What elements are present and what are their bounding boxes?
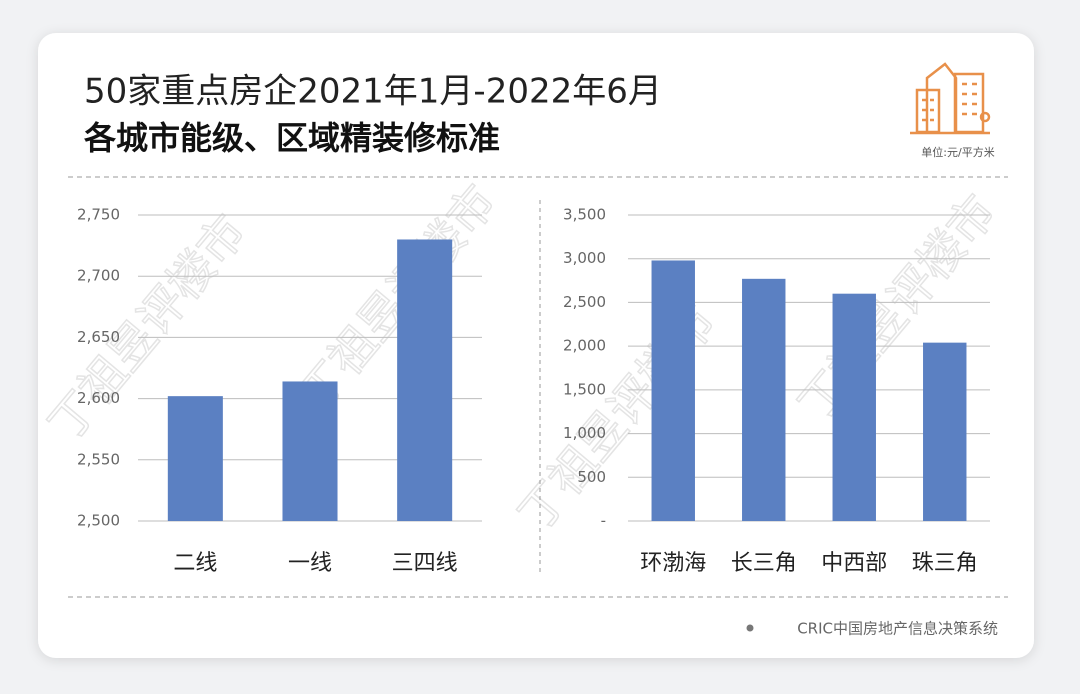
y-tick-label: 2,500: [563, 293, 606, 311]
y-tick-label: -: [601, 512, 606, 530]
x-tick-label: 二线: [173, 551, 217, 576]
x-tick-label: 珠三角: [912, 551, 978, 576]
source: CRIC中国房地产信息决策系统: [797, 620, 998, 638]
subtitle: 各城市能级、区域精装修标准: [84, 119, 500, 157]
x-tick-label: 环渤海: [640, 551, 706, 576]
unit-label: 单位:元/平方米: [921, 145, 994, 159]
title: 50家重点房企2021年1月-2022年6月: [84, 72, 662, 112]
building-icon: [910, 62, 991, 135]
x-tick-label: 中西部: [821, 551, 887, 576]
y-tick-label: 2,650: [77, 328, 120, 346]
bar: [832, 293, 876, 521]
y-tick-label: 2,700: [77, 267, 120, 285]
y-tick-label: 1,500: [563, 380, 606, 398]
x-tick-label: 长三角: [731, 551, 797, 576]
y-tick-label: 2,750: [77, 206, 120, 224]
bar: [397, 239, 453, 522]
x-tick-label: 三四线: [392, 551, 458, 576]
bar: [282, 381, 338, 521]
y-tick-label: 3,000: [563, 249, 606, 267]
bar: [651, 260, 695, 521]
y-tick-label: 2,600: [77, 389, 120, 407]
y-tick-label: 3,500: [563, 206, 606, 224]
bar: [742, 278, 786, 521]
y-tick-label: 2,000: [563, 337, 606, 355]
bar: [923, 342, 967, 521]
x-tick-label: 一线: [288, 551, 332, 576]
y-tick-label: 2,550: [77, 450, 120, 468]
y-tick-label: 2,500: [77, 512, 120, 530]
y-tick-label: 500: [577, 468, 606, 486]
bullet: [746, 624, 754, 632]
y-tick-label: 1,000: [563, 424, 606, 442]
bar: [167, 396, 223, 521]
